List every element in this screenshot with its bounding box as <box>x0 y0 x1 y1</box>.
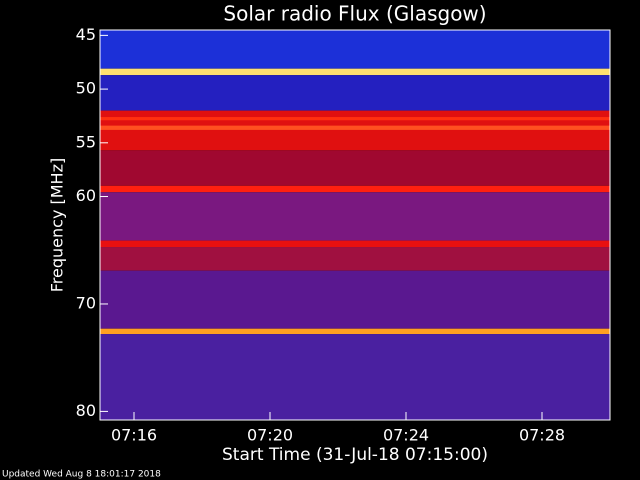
footer: Updated Wed Aug 8 18:01:17 2018 <box>2 470 161 480</box>
spectrogram-band <box>100 270 610 329</box>
x-tick-label: 07:16 <box>111 426 157 445</box>
x-tick-label: 07:20 <box>247 426 293 445</box>
x-tick-label: 07:24 <box>383 426 429 445</box>
spectrogram-band <box>100 334 610 420</box>
spectrogram-band <box>100 185 610 193</box>
y-tick-label: 45 <box>76 25 96 44</box>
plot-frame <box>99 29 611 421</box>
spectrogram-band <box>100 328 610 335</box>
spectrogram-band <box>100 68 610 76</box>
chart-title: Solar radio Flux (Glasgow) <box>223 2 486 26</box>
spectrogram-band <box>100 75 610 111</box>
y-tick-label: 60 <box>76 186 96 205</box>
spectrogram-band <box>100 192 610 241</box>
spectrogram-band <box>100 240 610 248</box>
y-tick-label: 80 <box>76 401 96 420</box>
y-tick-label: 70 <box>76 293 96 312</box>
y-axis-label: Frequency [MHz] <box>48 158 67 292</box>
y-tick-label: 50 <box>76 79 96 98</box>
spectrogram-band <box>100 125 610 130</box>
spectrogram-band <box>100 30 610 69</box>
spectrogram-band <box>100 110 610 151</box>
x-axis-label: Start Time (31-Jul-18 07:15:00) <box>222 445 488 465</box>
spectrogram-band <box>100 247 610 271</box>
y-tick-label: 55 <box>76 132 96 151</box>
x-tick-label: 07:28 <box>519 426 565 445</box>
spectrogram-band <box>100 150 610 186</box>
spectrogram-band <box>100 117 610 121</box>
